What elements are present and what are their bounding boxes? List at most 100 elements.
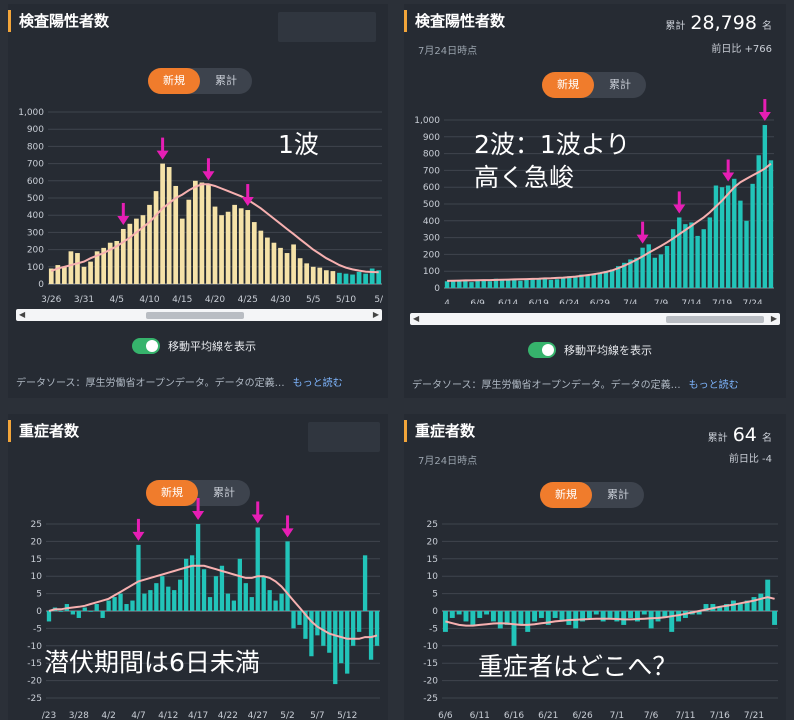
x-tick-label: 4/7 — [131, 711, 145, 720]
bar — [134, 218, 139, 284]
tab-cumulative[interactable]: 累計 — [607, 488, 629, 501]
bar — [255, 527, 260, 611]
bar — [160, 576, 165, 611]
scroll-thumb[interactable] — [146, 312, 244, 319]
tab-new[interactable]: 新規 — [542, 72, 594, 98]
bar — [762, 125, 768, 288]
bar — [251, 222, 257, 284]
bar — [580, 611, 586, 622]
bar — [640, 247, 645, 288]
mode-toggle[interactable]: 新規 累計 — [542, 72, 646, 98]
bar — [327, 611, 332, 653]
bar — [603, 271, 609, 288]
panel-title: 重症者数 — [404, 420, 475, 442]
y-tick-label: 0 — [432, 607, 438, 617]
bar — [450, 280, 456, 288]
bar — [130, 600, 135, 611]
bar — [449, 611, 455, 618]
bar — [724, 604, 730, 611]
bar — [600, 611, 606, 622]
read-more-link[interactable]: もっと読む — [688, 380, 739, 391]
x-tick-label: 7/4 — [623, 299, 638, 304]
x-tick-label: 3/28 — [69, 711, 89, 720]
bar — [518, 611, 524, 625]
bar — [481, 279, 486, 288]
y-tick-label: 700 — [423, 166, 440, 176]
bar — [81, 266, 87, 284]
y-tick-label: 100 — [27, 263, 44, 273]
tab-new[interactable]: 新規 — [148, 68, 200, 94]
mode-toggle[interactable]: 新規 累計 — [540, 482, 644, 508]
bar — [265, 237, 270, 284]
y-tick-label: 900 — [27, 125, 44, 135]
bar — [258, 230, 264, 284]
bar — [219, 215, 224, 284]
bar — [356, 271, 362, 284]
scroll-right-icon[interactable]: ▶ — [372, 310, 379, 319]
x-tick-label: 7/11 — [675, 711, 695, 720]
tab-new[interactable]: 新規 — [146, 480, 198, 506]
x-tick-label: 4/20 — [205, 295, 225, 304]
scroll-right-icon[interactable]: ▶ — [770, 314, 777, 323]
y-tick-label: 600 — [423, 183, 440, 193]
chart-scrollbar[interactable]: ◀ ▶ — [410, 313, 780, 325]
toggle-switch-icon[interactable] — [528, 342, 556, 358]
x-tick-label: 7/16 — [710, 711, 730, 720]
bar — [206, 184, 211, 284]
panel-title: 検査陽性者数 — [8, 10, 109, 32]
peak-arrow-icon — [156, 137, 169, 160]
bar — [315, 611, 320, 636]
y-tick-label: 300 — [27, 228, 44, 238]
tab-new[interactable]: 新規 — [540, 482, 592, 508]
y-tick-label: -10 — [27, 642, 42, 652]
bar — [88, 611, 93, 612]
tab-cumulative[interactable]: 累計 — [609, 78, 631, 91]
scroll-left-icon[interactable]: ◀ — [19, 310, 26, 319]
bar — [664, 246, 670, 288]
x-tick-label: 4/15 — [172, 295, 192, 304]
tab-cumulative[interactable]: 累計 — [213, 486, 235, 499]
annotation-line: 重症者はどこへ？ — [478, 652, 678, 681]
data-source: データソース：厚生労働省オープンデータ。データの定義… もっと読む — [412, 376, 739, 391]
peak-arrow-icon — [117, 202, 130, 225]
x-tick-label: 3/26 — [41, 295, 61, 304]
moving-average-switch[interactable]: 移動平均線を表示 — [528, 342, 652, 358]
bar — [118, 593, 123, 611]
y-tick-label: 25 — [427, 520, 438, 530]
chart-scrollbar[interactable]: ◀ ▶ — [16, 309, 382, 321]
scroll-left-icon[interactable]: ◀ — [413, 314, 420, 323]
as-of-date: 7月24日時点 — [418, 46, 478, 57]
peak-arrow-icon — [673, 191, 686, 214]
bar — [765, 579, 771, 611]
annotation-wave1: 1波 — [278, 128, 319, 161]
moving-average-line — [445, 596, 775, 627]
bar — [94, 251, 100, 284]
toggle-switch-icon[interactable] — [132, 338, 160, 354]
bar — [48, 268, 54, 284]
bar — [634, 611, 640, 622]
bar — [499, 280, 505, 288]
read-more-link[interactable]: もっと読む — [292, 378, 343, 389]
x-tick-label: 7/1 — [610, 711, 624, 720]
x-tick-label: 4/10 — [139, 295, 159, 304]
bar — [648, 611, 654, 629]
bar — [457, 280, 462, 288]
bar — [225, 211, 231, 284]
mode-toggle[interactable]: 新規 累計 — [148, 68, 252, 94]
x-tick-label: 6/21 — [538, 711, 558, 720]
bar — [512, 279, 517, 288]
scroll-thumb[interactable] — [666, 316, 764, 323]
annotation-line: 潜伏期間は6日未満 — [44, 648, 260, 677]
y-tick-label: -25 — [423, 694, 438, 704]
bar — [615, 266, 621, 288]
moving-average-switch[interactable]: 移動平均線を表示 — [132, 338, 256, 354]
bar — [82, 607, 87, 611]
bar — [106, 600, 111, 611]
bar — [291, 244, 296, 284]
bar — [758, 593, 764, 611]
peak-arrow-icon — [636, 221, 649, 244]
y-tick-label: 20 — [31, 537, 43, 547]
bar — [744, 600, 750, 611]
tab-cumulative[interactable]: 累計 — [215, 74, 237, 87]
x-tick-label: 6/6 — [438, 711, 453, 720]
